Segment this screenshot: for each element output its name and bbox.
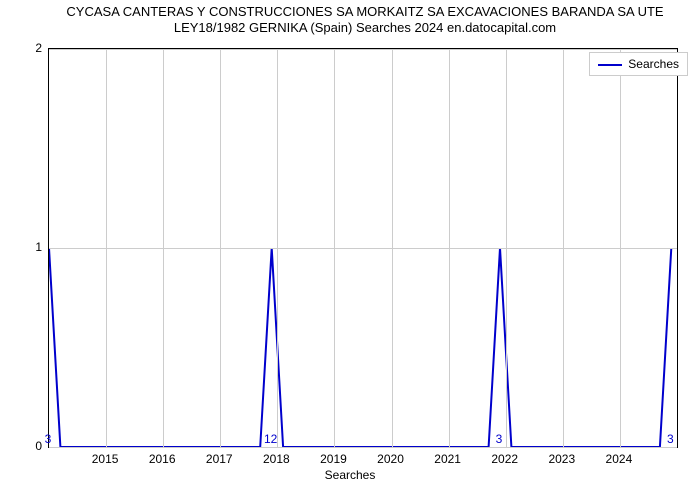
xtick-label: 2024 [606,452,633,466]
data-point-label: 3 [667,432,674,446]
xtick-label: 2019 [320,452,347,466]
data-point-label: 12 [264,432,277,446]
gridline-v [106,49,107,447]
xtick-label: 2016 [149,452,176,466]
xtick-label: 2015 [92,452,119,466]
data-line [49,248,671,447]
gridline-v [220,49,221,447]
gridline-v [506,49,507,447]
legend-swatch [598,64,622,66]
gridline-v [563,49,564,447]
gridline-v [163,49,164,447]
gridline-v [392,49,393,447]
ytick-label: 1 [22,240,42,254]
gridline-h [49,447,677,448]
xtick-label: 2022 [491,452,518,466]
plot-area [48,48,678,448]
chart-container: CYCASA CANTERAS Y CONSTRUCCIONES SA MORK… [0,0,700,500]
xtick-label: 2020 [377,452,404,466]
gridline-h [49,248,677,249]
xtick-label: 2021 [434,452,461,466]
xtick-label: 2023 [548,452,575,466]
chart-title: CYCASA CANTERAS Y CONSTRUCCIONES SA MORK… [40,4,690,35]
gridline-v [449,49,450,447]
gridline-v [620,49,621,447]
xtick-label: 2017 [206,452,233,466]
data-point-label: 3 [45,432,52,446]
gridline-h [49,49,677,50]
legend-label: Searches [628,57,679,71]
ytick-label: 2 [22,41,42,55]
xtick-label: 2018 [263,452,290,466]
ytick-label: 0 [22,439,42,453]
gridline-v [277,49,278,447]
gridline-v [334,49,335,447]
legend: Searches [589,52,688,76]
x-axis-label: Searches [0,468,700,482]
data-point-label: 3 [496,432,503,446]
